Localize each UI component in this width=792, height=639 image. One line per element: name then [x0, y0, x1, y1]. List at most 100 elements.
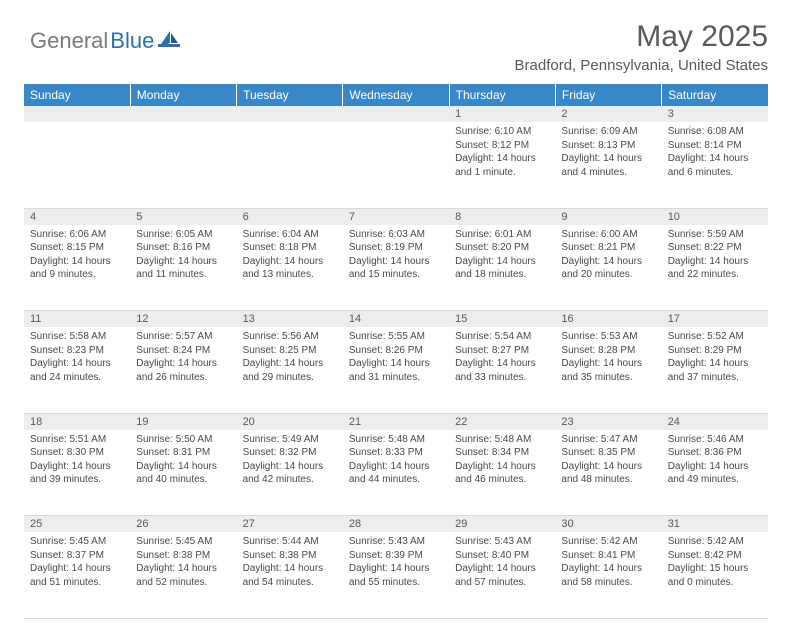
day-number-row: 18192021222324 — [24, 413, 768, 430]
sunrise-text: Sunrise: 5:45 AM — [136, 535, 230, 549]
sunrise-text: Sunrise: 5:53 AM — [561, 330, 655, 344]
daylight-text: Daylight: 14 hours and 4 minutes. — [561, 152, 655, 179]
brand-logo: General Blue — [30, 28, 180, 54]
sunset-text: Sunset: 8:25 PM — [243, 344, 337, 358]
daylight-text: Daylight: 14 hours and 51 minutes. — [30, 562, 124, 589]
day-cell: Sunrise: 5:55 AMSunset: 8:26 PMDaylight:… — [343, 327, 449, 413]
day-cell — [237, 122, 343, 208]
sunset-text: Sunset: 8:32 PM — [243, 446, 337, 460]
day-number: 18 — [24, 413, 130, 430]
sunrise-text: Sunrise: 6:03 AM — [349, 228, 443, 242]
day-number — [130, 106, 236, 122]
sunrise-text: Sunrise: 6:00 AM — [561, 228, 655, 242]
daylight-text: Daylight: 14 hours and 22 minutes. — [668, 255, 762, 282]
sunrise-text: Sunrise: 6:04 AM — [243, 228, 337, 242]
daylight-text: Daylight: 14 hours and 58 minutes. — [561, 562, 655, 589]
day-number: 7 — [343, 208, 449, 225]
sunrise-text: Sunrise: 5:55 AM — [349, 330, 443, 344]
sunset-text: Sunset: 8:37 PM — [30, 549, 124, 563]
day-cell: Sunrise: 6:04 AMSunset: 8:18 PMDaylight:… — [237, 225, 343, 311]
daylight-text: Daylight: 14 hours and 33 minutes. — [455, 357, 549, 384]
daylight-text: Daylight: 14 hours and 55 minutes. — [349, 562, 443, 589]
day-number: 28 — [343, 516, 449, 533]
daylight-text: Daylight: 14 hours and 18 minutes. — [455, 255, 549, 282]
daylight-text: Daylight: 14 hours and 26 minutes. — [136, 357, 230, 384]
sunrise-text: Sunrise: 5:52 AM — [668, 330, 762, 344]
day-header: Monday — [130, 84, 236, 106]
day-body-row: Sunrise: 6:10 AMSunset: 8:12 PMDaylight:… — [24, 122, 768, 208]
sunset-text: Sunset: 8:29 PM — [668, 344, 762, 358]
day-cell: Sunrise: 5:49 AMSunset: 8:32 PMDaylight:… — [237, 430, 343, 516]
brand-blue-text: Blue — [110, 28, 154, 54]
sunset-text: Sunset: 8:34 PM — [455, 446, 549, 460]
sunrise-text: Sunrise: 6:10 AM — [455, 125, 549, 139]
sunset-text: Sunset: 8:33 PM — [349, 446, 443, 460]
day-number-row: 11121314151617 — [24, 311, 768, 328]
daylight-text: Daylight: 14 hours and 9 minutes. — [30, 255, 124, 282]
day-number: 1 — [449, 106, 555, 122]
sunset-text: Sunset: 8:30 PM — [30, 446, 124, 460]
sunset-text: Sunset: 8:14 PM — [668, 139, 762, 153]
location-text: Bradford, Pennsylvania, United States — [24, 57, 768, 74]
day-number: 29 — [449, 516, 555, 533]
day-number: 24 — [662, 413, 768, 430]
sunrise-text: Sunrise: 5:42 AM — [668, 535, 762, 549]
sunset-text: Sunset: 8:39 PM — [349, 549, 443, 563]
day-number: 9 — [555, 208, 661, 225]
daylight-text: Daylight: 14 hours and 11 minutes. — [136, 255, 230, 282]
day-number: 20 — [237, 413, 343, 430]
daylight-text: Daylight: 14 hours and 37 minutes. — [668, 357, 762, 384]
day-cell: Sunrise: 5:59 AMSunset: 8:22 PMDaylight:… — [662, 225, 768, 311]
sunrise-text: Sunrise: 5:45 AM — [30, 535, 124, 549]
day-number: 12 — [130, 311, 236, 328]
day-cell: Sunrise: 5:51 AMSunset: 8:30 PMDaylight:… — [24, 430, 130, 516]
sunrise-text: Sunrise: 5:48 AM — [455, 433, 549, 447]
day-number: 5 — [130, 208, 236, 225]
sunrise-text: Sunrise: 5:50 AM — [136, 433, 230, 447]
day-cell: Sunrise: 5:54 AMSunset: 8:27 PMDaylight:… — [449, 327, 555, 413]
sunrise-text: Sunrise: 5:47 AM — [561, 433, 655, 447]
day-number: 19 — [130, 413, 236, 430]
daylight-text: Daylight: 14 hours and 35 minutes. — [561, 357, 655, 384]
daylight-text: Daylight: 14 hours and 57 minutes. — [455, 562, 549, 589]
day-number-row: 25262728293031 — [24, 516, 768, 533]
day-cell: Sunrise: 5:42 AMSunset: 8:41 PMDaylight:… — [555, 532, 661, 618]
sunset-text: Sunset: 8:28 PM — [561, 344, 655, 358]
sunrise-text: Sunrise: 5:54 AM — [455, 330, 549, 344]
sunset-text: Sunset: 8:18 PM — [243, 241, 337, 255]
sunset-text: Sunset: 8:16 PM — [136, 241, 230, 255]
sunset-text: Sunset: 8:24 PM — [136, 344, 230, 358]
sunrise-text: Sunrise: 6:06 AM — [30, 228, 124, 242]
day-cell: Sunrise: 5:42 AMSunset: 8:42 PMDaylight:… — [662, 532, 768, 618]
daylight-text: Daylight: 14 hours and 52 minutes. — [136, 562, 230, 589]
sunset-text: Sunset: 8:41 PM — [561, 549, 655, 563]
day-number: 2 — [555, 106, 661, 122]
day-cell: Sunrise: 6:10 AMSunset: 8:12 PMDaylight:… — [449, 122, 555, 208]
sunset-text: Sunset: 8:22 PM — [668, 241, 762, 255]
sunset-text: Sunset: 8:35 PM — [561, 446, 655, 460]
daylight-text: Daylight: 14 hours and 24 minutes. — [30, 357, 124, 384]
daylight-text: Daylight: 14 hours and 46 minutes. — [455, 460, 549, 487]
day-number: 8 — [449, 208, 555, 225]
day-cell: Sunrise: 6:05 AMSunset: 8:16 PMDaylight:… — [130, 225, 236, 311]
day-number: 22 — [449, 413, 555, 430]
day-cell: Sunrise: 5:52 AMSunset: 8:29 PMDaylight:… — [662, 327, 768, 413]
sunrise-text: Sunrise: 5:57 AM — [136, 330, 230, 344]
sunrise-text: Sunrise: 5:48 AM — [349, 433, 443, 447]
daylight-text: Daylight: 14 hours and 1 minute. — [455, 152, 549, 179]
day-cell: Sunrise: 5:44 AMSunset: 8:38 PMDaylight:… — [237, 532, 343, 618]
sunset-text: Sunset: 8:12 PM — [455, 139, 549, 153]
sunset-text: Sunset: 8:31 PM — [136, 446, 230, 460]
sunrise-text: Sunrise: 5:44 AM — [243, 535, 337, 549]
day-body-row: Sunrise: 5:51 AMSunset: 8:30 PMDaylight:… — [24, 430, 768, 516]
day-number: 15 — [449, 311, 555, 328]
calendar-table: Sunday Monday Tuesday Wednesday Thursday… — [24, 84, 768, 619]
day-header: Saturday — [662, 84, 768, 106]
day-cell: Sunrise: 5:43 AMSunset: 8:40 PMDaylight:… — [449, 532, 555, 618]
daylight-text: Daylight: 14 hours and 31 minutes. — [349, 357, 443, 384]
daylight-text: Daylight: 14 hours and 29 minutes. — [243, 357, 337, 384]
daylight-text: Daylight: 14 hours and 15 minutes. — [349, 255, 443, 282]
day-number: 3 — [662, 106, 768, 122]
day-header: Tuesday — [237, 84, 343, 106]
day-cell: Sunrise: 5:46 AMSunset: 8:36 PMDaylight:… — [662, 430, 768, 516]
